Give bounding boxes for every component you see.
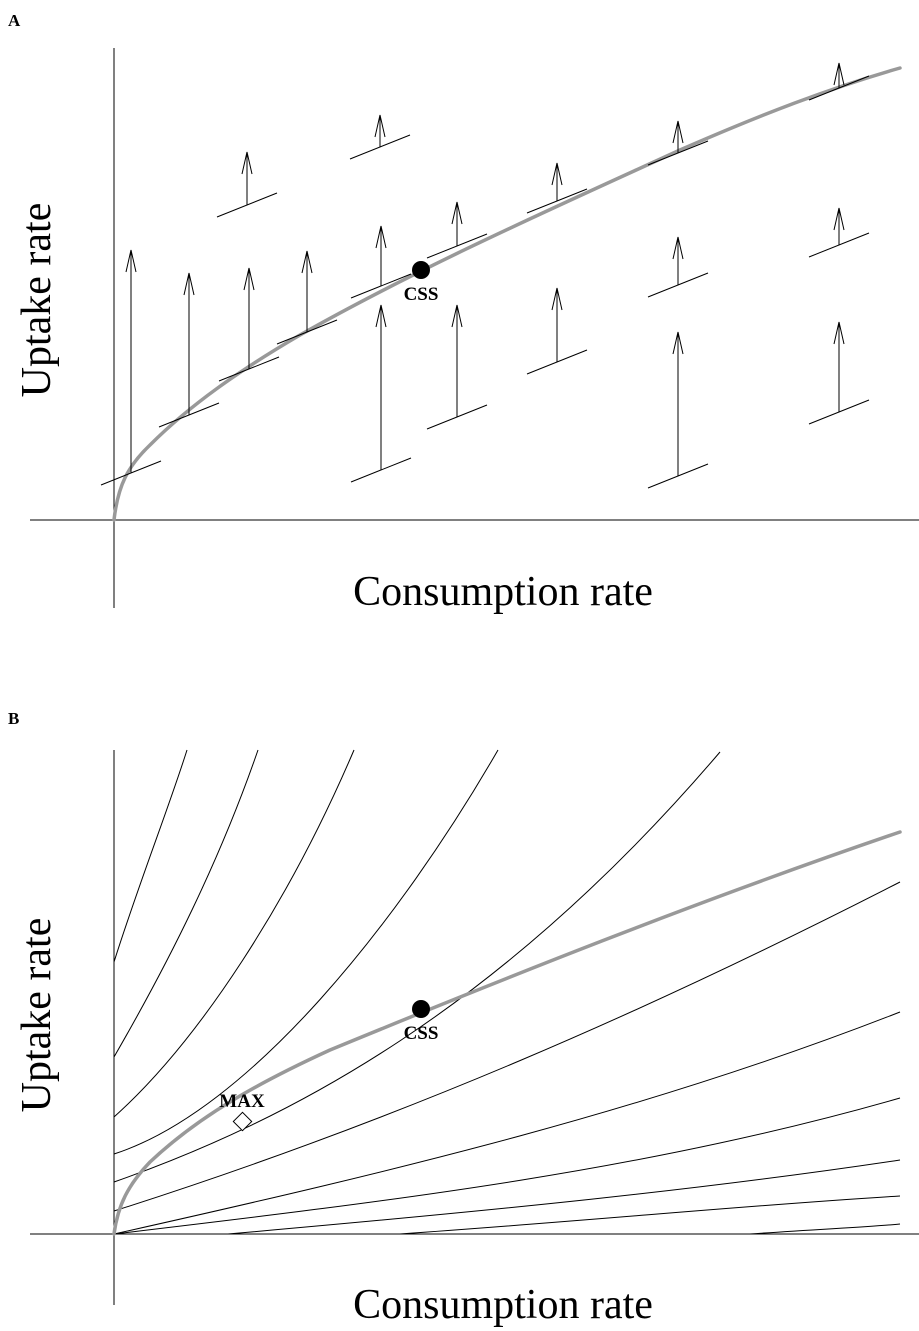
panel-b-css-label: CSS xyxy=(404,1023,439,1044)
isocline-curve xyxy=(227,1159,901,1235)
panel-a-vector-field xyxy=(100,62,870,489)
vector-arrow-icon xyxy=(808,62,870,101)
vector-arrow-icon xyxy=(426,304,488,430)
isocline-curve xyxy=(113,751,721,1183)
panel-b-x-axis-title: Consumption rate xyxy=(353,1282,653,1328)
isocline-curve xyxy=(113,749,355,1118)
vector-arrow-icon xyxy=(808,321,870,425)
panel-a: A CSS Consumption rate Uptake rate xyxy=(8,11,919,615)
panel-b: B CSS MAX Consumption rate Uptake rate xyxy=(8,709,919,1328)
vector-arrow-icon xyxy=(426,201,488,259)
isocline-curve xyxy=(113,749,188,963)
isocline-curve xyxy=(113,1097,901,1235)
vector-arrow-icon xyxy=(158,272,220,428)
isocline-curve xyxy=(113,881,901,1212)
vector-arrow-icon xyxy=(647,331,709,489)
panel-b-css-curve xyxy=(112,830,902,1236)
panel-b-y-axis-title: Uptake rate xyxy=(14,918,60,1113)
vector-arrow-icon xyxy=(526,162,588,214)
isocline-curve xyxy=(399,1195,901,1235)
panel-a-label: A xyxy=(8,11,21,30)
vector-arrow-icon xyxy=(350,304,412,483)
panel-a-css-curve xyxy=(112,66,902,522)
vector-arrow-icon xyxy=(526,287,588,375)
vector-arrow-icon xyxy=(349,114,411,160)
panel-b-curve-family xyxy=(113,749,901,1235)
isocline-curve xyxy=(113,749,259,1058)
panel-a-x-axis-title: Consumption rate xyxy=(353,569,653,615)
vector-arrow-icon xyxy=(100,249,162,486)
isocline-curve xyxy=(113,749,499,1155)
panel-a-css-label: CSS xyxy=(404,284,439,305)
panel-b-max-marker xyxy=(232,1111,253,1132)
panel-b-label: B xyxy=(8,709,19,728)
panel-b-max-label: MAX xyxy=(219,1091,265,1112)
panel-a-y-axis-title: Uptake rate xyxy=(14,203,60,398)
vector-arrow-icon xyxy=(218,267,280,382)
vector-arrow-icon xyxy=(350,225,412,299)
isocline-curve xyxy=(749,1223,901,1235)
vector-arrow-icon xyxy=(216,151,278,218)
vector-arrow-icon xyxy=(647,120,709,166)
vector-arrow-icon xyxy=(276,250,338,345)
isocline-curve xyxy=(113,1011,901,1235)
vector-arrow-icon xyxy=(808,207,870,258)
panel-a-css-point xyxy=(412,261,430,279)
panel-b-css-point xyxy=(412,1000,430,1018)
vector-arrow-icon xyxy=(647,236,709,298)
